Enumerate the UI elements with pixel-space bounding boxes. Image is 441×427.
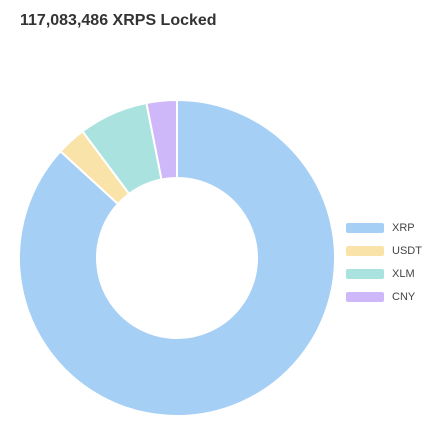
- chart-legend: XRP USDT XLM CNY: [346, 216, 422, 308]
- legend-item-xlm[interactable]: XLM: [346, 262, 422, 285]
- legend-item-cny[interactable]: CNY: [346, 285, 422, 308]
- legend-item-usdt[interactable]: USDT: [346, 239, 422, 262]
- donut-slice-cny[interactable]: [145, 98, 178, 181]
- legend-item-xrp[interactable]: XRP: [346, 216, 422, 239]
- legend-label-cny: CNY: [392, 290, 416, 303]
- legend-swatch-usdt: [346, 245, 384, 256]
- legend-label-xlm: XLM: [392, 267, 415, 280]
- legend-label-xrp: XRP: [392, 221, 415, 234]
- donut-slice-xrp[interactable]: [18, 98, 336, 417]
- legend-swatch-xrp: [346, 222, 384, 233]
- chart-title: 117,083,486 XRPS Locked: [20, 12, 217, 29]
- legend-swatch-cny: [346, 291, 384, 302]
- legend-label-usdt: USDT: [392, 244, 422, 257]
- legend-swatch-xlm: [346, 268, 384, 279]
